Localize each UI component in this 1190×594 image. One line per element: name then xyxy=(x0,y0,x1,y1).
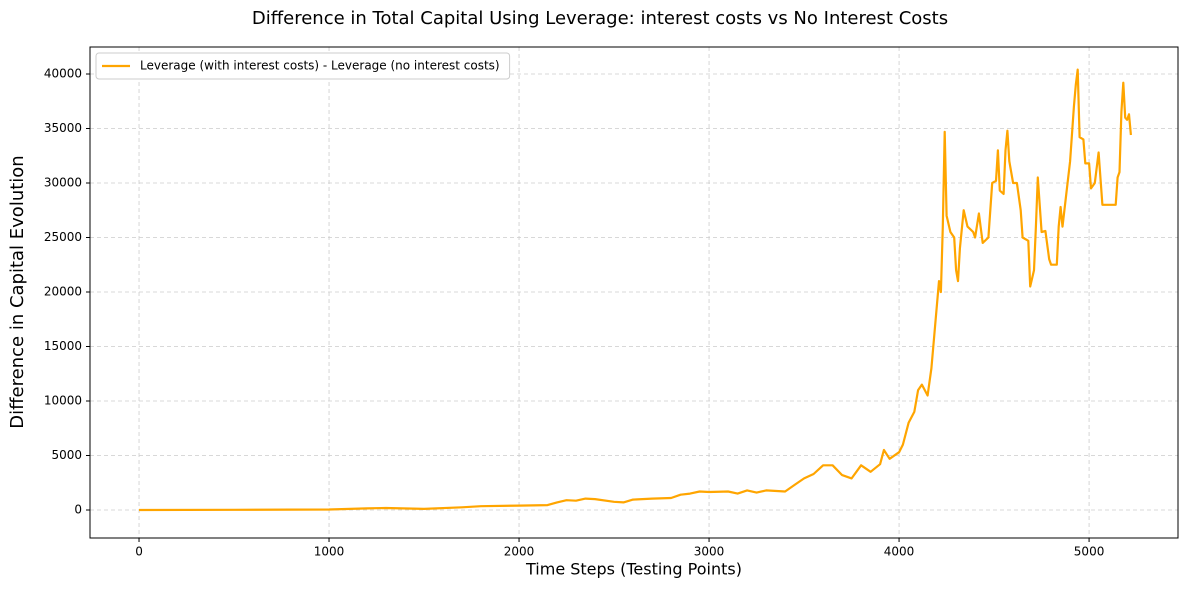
x-tick-label: 3000 xyxy=(694,545,725,559)
plot-frame xyxy=(89,46,1179,539)
x-tick-label: 1000 xyxy=(314,545,345,559)
legend-label: Leverage (with interest costs) - Leverag… xyxy=(140,59,500,73)
data-line xyxy=(138,68,1132,512)
y-tick-label: 25000 xyxy=(44,230,82,244)
y-tick-label: 40000 xyxy=(44,66,82,80)
y-tick-label: 30000 xyxy=(44,175,82,189)
x-tick-label: 2000 xyxy=(504,545,535,559)
y-tick-label: 0 xyxy=(74,502,82,516)
chart-title: Difference in Total Capital Using Levera… xyxy=(252,8,948,29)
y-tick-label: 15000 xyxy=(44,339,82,353)
x-tick-label: 0 xyxy=(135,545,143,559)
legend: Leverage (with interest costs) - Leverag… xyxy=(95,52,511,80)
y-tick-label: 20000 xyxy=(44,284,82,298)
legend-box xyxy=(95,52,511,80)
x-tick-label: 5000 xyxy=(1074,545,1105,559)
x-tick-label: 4000 xyxy=(884,545,915,559)
y-tick-label: 35000 xyxy=(44,121,82,135)
y-tick-label: 5000 xyxy=(51,448,82,462)
y-axis-label: Difference in Capital Evolution xyxy=(7,155,28,428)
x-axis-label: Time Steps (Testing Points) xyxy=(525,560,742,579)
y-tick-label: 10000 xyxy=(44,393,82,407)
